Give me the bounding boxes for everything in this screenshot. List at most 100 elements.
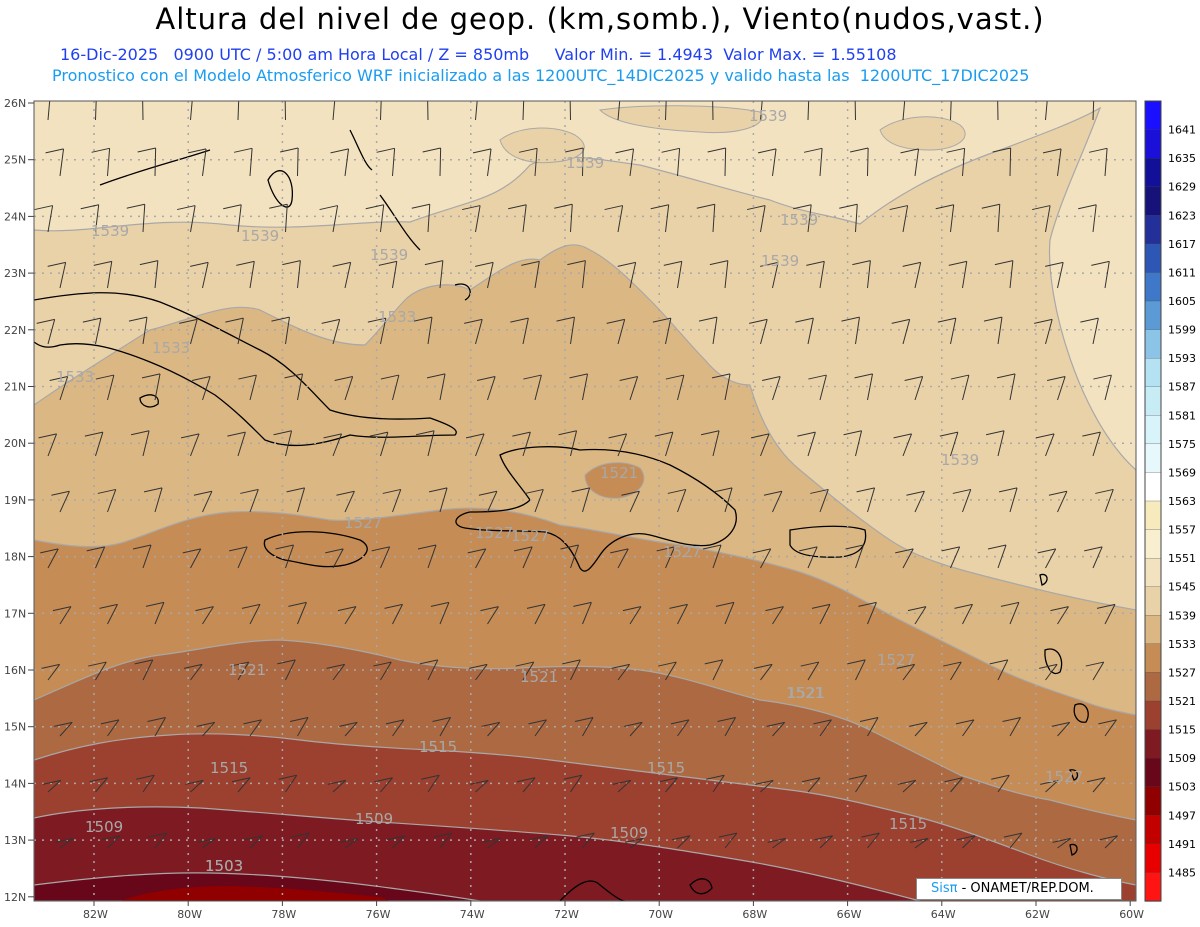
legend-label: 1485: [1168, 866, 1196, 879]
wind-barb-flag: [382, 488, 401, 494]
map-title: Altura del nivel de geop. (km,somb.), Vi…: [155, 2, 1045, 36]
wind-barb-shaft: [772, 376, 781, 401]
wind-barb-shaft: [997, 204, 1001, 233]
wind-barb-flag: [433, 832, 452, 838]
legend-swatch: [1144, 186, 1162, 216]
wind-barb-shaft: [617, 101, 621, 121]
wind-barb-shaft: [914, 606, 927, 625]
wind-barb-flag: [1099, 835, 1118, 841]
lat-lon-grid: [34, 101, 1136, 901]
wind-barb-flag: [858, 601, 877, 607]
wind-barb-shaft: [855, 775, 868, 793]
wind-barb-flag: [136, 774, 155, 780]
wind-barb-shaft: [1057, 838, 1071, 849]
wind-barb-flag: [854, 373, 873, 379]
wind-barb-flag: [330, 148, 349, 154]
wind-barb-flag: [432, 717, 451, 723]
wind-barb-flag: [369, 431, 388, 437]
wind-barb-flag: [97, 488, 116, 494]
wind-barb-shaft: [95, 318, 102, 345]
wind-barb-flag: [654, 431, 673, 437]
wind-barb-shaft: [677, 719, 690, 737]
wind-barb-flag: [84, 431, 103, 437]
wind-barb-flag: [760, 261, 779, 267]
wind-barb-flag: [933, 92, 951, 96]
wind-barb-shaft: [190, 205, 196, 233]
wind-barb-shaft: [665, 546, 676, 569]
contour-label: 1509: [610, 824, 648, 842]
wind-barb-shaft: [665, 777, 678, 793]
wind-barb-flag: [608, 433, 627, 439]
wind-barb-shaft: [807, 777, 821, 793]
contour-label: 1539: [566, 154, 604, 172]
wind-barb-flag: [506, 92, 524, 96]
wind-barb-shaft: [724, 602, 735, 625]
lat-label: 13N: [4, 834, 26, 847]
wind-barb-shaft: [332, 548, 344, 569]
wind-barb-flag: [814, 835, 833, 841]
legend-label: 1509: [1168, 752, 1196, 765]
wind-barb-flag: [670, 719, 690, 725]
wind-barb-shaft: [107, 835, 121, 849]
wind-barb-flag: [1080, 317, 1099, 323]
wind-barb-shaft: [1045, 205, 1051, 233]
legend-label: 1569: [1168, 466, 1196, 479]
wind-barb-shaft: [249, 604, 261, 625]
wind-barb-flag: [288, 601, 307, 607]
wind-barb-flag: [336, 490, 355, 496]
wind-barb-shaft: [190, 779, 204, 793]
legend-label: 1581: [1168, 409, 1196, 422]
wind-barb-flag: [752, 548, 771, 554]
wind-barb-flag: [941, 546, 960, 552]
wind-barb-shaft: [534, 604, 546, 625]
wind-barb-shaft: [997, 544, 1007, 569]
wind-barb-flag: [518, 147, 538, 153]
wind-barb-shaft: [380, 432, 389, 457]
wind-barb-flag: [373, 661, 392, 667]
wind-barb-flag: [326, 663, 345, 669]
wind-barb-flag: [952, 488, 971, 494]
wind-barb-flag: [126, 203, 145, 209]
wind-barb-flag: [704, 659, 723, 665]
wind-barb-shaft: [297, 602, 307, 625]
contour-label: 1539: [761, 252, 799, 270]
lat-label: 14N: [4, 777, 26, 790]
wind-barb-flag: [238, 374, 257, 380]
wind-barb-shaft: [392, 261, 398, 289]
wind-barb-flag: [935, 204, 954, 210]
wind-barb-shaft: [154, 487, 163, 513]
lon-label: 82W: [83, 908, 108, 921]
wind-barb-flag: [571, 487, 590, 493]
wind-barb-flag: [365, 204, 384, 210]
wind-barb-flag: [321, 318, 340, 324]
wind-barb-shaft: [285, 659, 296, 681]
wind-barb-shaft: [59, 491, 70, 513]
wind-barb-flag: [384, 603, 403, 609]
wind-barb-flag: [889, 205, 908, 211]
wind-barb-shaft: [665, 204, 670, 233]
wind-barb-shaft: [914, 262, 922, 289]
legend-frame: [1144, 100, 1162, 902]
wind-barb-shaft: [475, 779, 489, 793]
wind-barb-flag: [989, 659, 1008, 665]
wind-barb-flag: [525, 488, 544, 494]
legend-swatch: [1144, 700, 1162, 731]
wind-barb-flag: [241, 603, 261, 609]
wind-barb-flag: [195, 606, 214, 612]
contour-label: 1521: [600, 464, 638, 482]
wind-barb-flag: [747, 205, 766, 211]
wind-barb-flag: [243, 719, 262, 725]
wind-barb-shaft: [724, 373, 731, 401]
wind-barb-flag: [946, 147, 965, 153]
wind-barb-flag: [861, 832, 880, 838]
wind-barb-flag: [32, 92, 50, 96]
wind-barb-shaft: [807, 318, 814, 345]
wind-barb-shaft: [237, 661, 250, 681]
wind-barb-flag: [192, 376, 211, 382]
wind-barb-flag: [231, 777, 251, 783]
lon-label: 78W: [271, 908, 296, 921]
wind-barb-flag: [606, 318, 625, 324]
lat-label: 25N: [4, 154, 26, 167]
coast-bahamas-3: [454, 283, 471, 301]
wind-barb-shaft: [95, 777, 108, 793]
